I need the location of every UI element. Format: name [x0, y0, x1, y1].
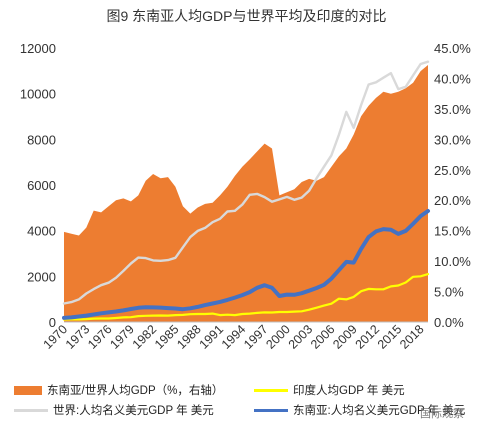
y-right-tick-label: 15.0%	[434, 224, 471, 239]
x-tick-label: 2012	[353, 322, 383, 352]
x-tick-label: 2003	[286, 322, 316, 352]
x-tick-label: 1973	[63, 322, 93, 352]
y-left-tick-label: 4000	[27, 224, 56, 239]
x-tick-label: 2015	[375, 322, 405, 352]
x-tick-label: 1997	[241, 322, 271, 352]
legend-label: 东南亚/世界人均GDP（%，右轴）	[47, 385, 224, 397]
legend-item-sea-ratio: 东南亚/世界人均GDP（%，右轴）	[14, 382, 223, 398]
legend-label: 印度人均GDP 年 美元	[293, 385, 405, 397]
legend-item-world: 世界:人均名义美元GDP 年 美元	[14, 402, 214, 418]
legend-label: 世界:人均名义美元GDP 年 美元	[53, 405, 214, 417]
legend-item-india: 印度人均GDP 年 美元	[254, 382, 405, 398]
y-right-tick-label: 5.0%	[434, 285, 464, 300]
x-tick-label: 2009	[330, 322, 360, 352]
y-right-tick-label: 40.0%	[434, 71, 471, 86]
y-right-tick-label: 20.0%	[434, 193, 471, 208]
chart-title: 图9 东南亚人均GDP与世界平均及印度的对比	[106, 8, 387, 24]
x-tick-label: 1994	[219, 322, 249, 352]
y-right-tick-label: 0.0%	[434, 315, 464, 330]
x-tick-label: 1988	[174, 322, 204, 352]
x-tick-label: 2000	[263, 322, 293, 352]
x-tick-label: 2006	[308, 322, 338, 352]
legend-swatch-line	[254, 408, 288, 412]
x-tick-label: 1982	[130, 322, 160, 352]
x-tick-label: 2018	[397, 322, 427, 352]
y-right-tick-label: 10.0%	[434, 254, 471, 269]
legend-swatch-area	[14, 385, 42, 395]
y-right-tick-label: 25.0%	[434, 163, 471, 178]
x-tick-label: 1985	[152, 322, 182, 352]
y-right-tick-label: 35.0%	[434, 102, 471, 117]
line-series-southeast-asia	[62, 209, 430, 320]
x-tick-label: 1991	[197, 322, 227, 352]
legend-swatch-line	[14, 408, 48, 412]
y-right-tick-label: 30.0%	[434, 132, 471, 147]
y-left-tick-label: 10000	[20, 87, 56, 102]
chart-plot: 0 2000 4000 6000 8000 10000 12000 0.0% 5.0% 10.0%…	[20, 41, 471, 352]
legend-label: 东南亚:人均名义美元GDP 年 美元	[293, 405, 466, 417]
y-right-tick-label: 45.0%	[434, 41, 471, 56]
x-tick-label: 1976	[85, 322, 115, 352]
x-tick-label: 1970	[41, 322, 71, 352]
x-tick-label: 1979	[107, 322, 137, 352]
area-series-sea-world-ratio	[64, 65, 428, 322]
chart-legend: 东南亚/世界人均GDP（%，右轴） 印度人均GDP 年 美元 世界:人均名义美元…	[0, 378, 493, 430]
y-left-tick-label: 0	[49, 315, 56, 330]
legend-swatch-line	[254, 388, 288, 392]
y-left-tick-label: 6000	[27, 178, 56, 193]
line-series-world	[62, 60, 430, 305]
y-left-tick-label: 8000	[27, 132, 56, 147]
line-series-india	[62, 273, 430, 321]
y-left-tick-label: 12000	[20, 41, 56, 56]
y-left-tick-label: 2000	[27, 269, 56, 284]
watermark: 国际观察	[420, 408, 464, 420]
legend-item-sea: 东南亚:人均名义美元GDP 年 美元	[254, 402, 465, 418]
